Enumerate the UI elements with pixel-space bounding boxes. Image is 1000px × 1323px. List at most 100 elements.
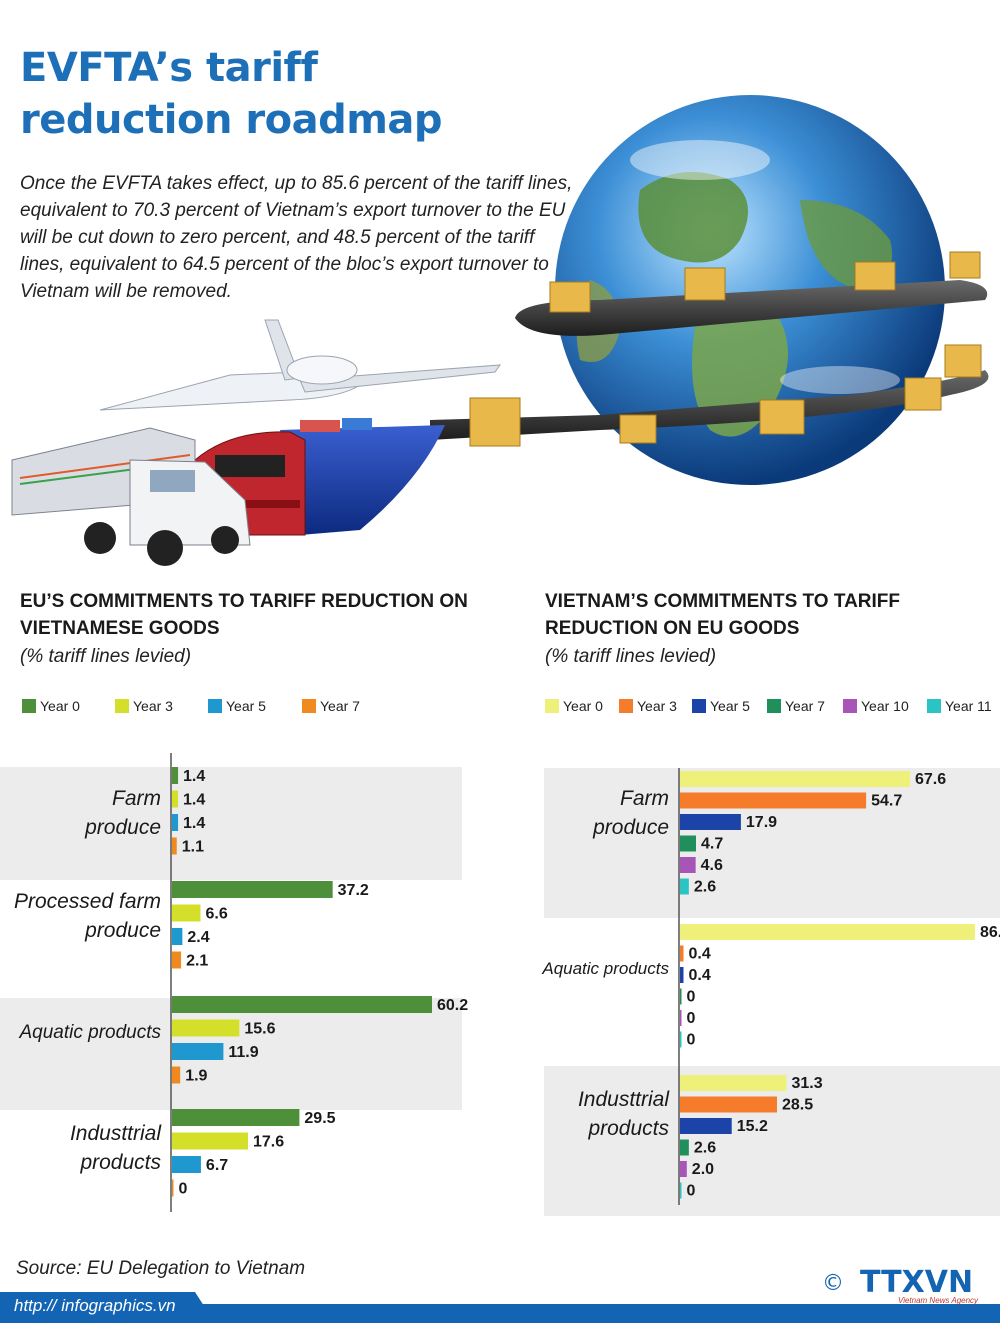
eu-bar-aquatic-products-year-7: [172, 1066, 181, 1084]
vn-bar-industtrial-products-year-3: [680, 1096, 777, 1113]
vn-legend-year-3: Year 3: [619, 696, 677, 716]
globe-icon: [555, 95, 945, 485]
legend-swatch: [767, 699, 781, 713]
legend-swatch: [619, 699, 633, 713]
eu-category-label: Industtrial: [70, 1122, 162, 1145]
eu-bar-industtrial-products-year-7: [172, 1179, 174, 1197]
legend-swatch: [692, 699, 706, 713]
eu-legend-year-5: Year 5: [208, 696, 266, 716]
vn-bar-value-label: 2.6: [694, 1140, 716, 1157]
eu-chart-legend: Year 0 Year 3 Year 5 Year 7: [22, 696, 492, 716]
legend-label: Year 0: [40, 698, 80, 714]
vn-bar-value-label: 2.6: [694, 879, 716, 896]
eu-group-panel: [0, 998, 462, 1110]
eu-bar-value-label: 1.1: [182, 839, 204, 856]
eu-bar-farm-produce-year-0: [172, 767, 179, 784]
eu-bar-industtrial-products-year-0: [172, 1109, 300, 1126]
legend-label: Year 3: [133, 698, 173, 714]
vn-category-label: Farm: [620, 787, 669, 810]
legend-label: Year 7: [785, 698, 825, 714]
eu-bar-value-label: 1.4: [183, 768, 205, 785]
legend-label: Year 7: [320, 698, 360, 714]
vn-bar-value-label: 54.7: [871, 793, 902, 810]
footer-bar: [0, 1292, 1000, 1323]
vn-legend-year-10: Year 10: [843, 696, 909, 716]
vn-bar-aquatic-products-year-10: [680, 1010, 682, 1026]
eu-category-label: products: [79, 1151, 161, 1174]
svg-text:©: ©: [822, 1271, 844, 1296]
legend-label: Year 10: [861, 698, 909, 714]
eu-bar-industtrial-products-year-3: [172, 1132, 249, 1150]
eu-bar-industtrial-products-year-5: [172, 1156, 201, 1173]
hero-illustration: [11, 95, 989, 566]
eu-chart-subtitle: (% tariff lines levied): [20, 646, 192, 667]
eu-category-label: produce: [84, 816, 161, 839]
eu-category-label: Farm: [112, 787, 161, 810]
vn-bar-industtrial-products-year-10: [680, 1161, 687, 1177]
vn-legend-year-11: Year 11: [927, 696, 992, 716]
logo-subtitle: Vietnam News Agency: [898, 1296, 979, 1305]
legend-swatch: [115, 699, 129, 713]
page-title: EVFTA’s tariff reduction roadmap: [20, 45, 443, 143]
eu-bar-value-label: 2.1: [186, 953, 208, 970]
eu-bar-aquatic-products-year-5: [172, 1043, 224, 1060]
vn-bar-value-label: 4.7: [701, 836, 723, 853]
vn-bar-value-label: 17.9: [746, 814, 777, 831]
eu-bar-value-label: 37.2: [338, 882, 369, 899]
truck-icon: [11, 427, 251, 566]
legend-label: Year 0: [563, 698, 603, 714]
vn-bar-aquatic-products-year-3: [680, 945, 684, 962]
site-url-link[interactable]: http:// infographics.vn: [14, 1296, 176, 1315]
eu-category-label: Aquatic products: [18, 1022, 161, 1043]
vn-bar-value-label: 4.6: [701, 857, 723, 874]
eu-bar-processed-farm-produce-year-7: [172, 951, 182, 969]
vn-bar-farm-produce-year-5: [680, 814, 741, 830]
vn-bar-industtrial-products-year-7: [680, 1139, 689, 1156]
vn-bar-value-label: 0: [687, 1010, 696, 1027]
eu-bar-value-label: 6.7: [206, 1157, 228, 1174]
vn-bar-value-label: 0.4: [689, 967, 711, 984]
vn-bar-value-label: 86.7: [980, 924, 1000, 941]
vn-category-label: Industtrial: [578, 1088, 670, 1111]
ttxvn-logo-icon: © TTXVN: [822, 1265, 973, 1300]
eu-bar-value-label: 11.9: [228, 1044, 258, 1061]
vn-bar-farm-produce-year-7: [680, 835, 696, 852]
vn-bar-aquatic-products-year-0: [680, 924, 975, 940]
svg-text:TTXVN: TTXVN: [860, 1265, 973, 1300]
eu-chart-title: EU’S COMMITMENTS TO TARIFF REDUCTION ON …: [20, 591, 468, 639]
vn-bar-aquatic-products-year-5: [680, 967, 684, 983]
vn-legend-year-5: Year 5: [692, 696, 750, 716]
legend-swatch: [843, 699, 857, 713]
vn-bar-value-label: 28.5: [782, 1097, 813, 1114]
vn-legend-year-0: Year 0: [545, 696, 603, 716]
vn-bar-value-label: 15.2: [737, 1118, 768, 1135]
legend-swatch: [545, 699, 559, 713]
eu-bar-value-label: 1.9: [185, 1068, 207, 1085]
eu-bar-farm-produce-year-7: [172, 837, 177, 855]
eu-bar-aquatic-products-year-3: [172, 1019, 240, 1037]
eu-bar-value-label: 1.4: [183, 815, 205, 832]
vn-bar-value-label: 0: [687, 1032, 696, 1049]
conveyor-belt-icon: [430, 280, 989, 440]
vn-chart-subtitle: (% tariff lines levied): [545, 646, 717, 667]
vn-bar-aquatic-products-year-11: [680, 1031, 682, 1048]
vn-bar-value-label: 0.4: [689, 946, 711, 963]
eu-category-label: produce: [84, 919, 161, 942]
eu-bar-value-label: 60.2: [437, 997, 468, 1014]
vn-bar-farm-produce-year-10: [680, 857, 696, 873]
eu-bar-aquatic-products-year-0: [172, 996, 432, 1013]
legend-swatch: [302, 699, 316, 713]
eu-bar-farm-produce-year-5: [172, 814, 179, 831]
legend-label: Year 11: [945, 698, 992, 714]
eu-category-label: Processed farm: [14, 890, 161, 913]
eu-bar-value-label: 29.5: [304, 1110, 335, 1127]
eu-bar-value-label: 1.4: [183, 792, 205, 809]
vn-bar-value-label: 0: [687, 989, 696, 1006]
legend-label: Year 5: [226, 698, 266, 714]
eu-bar-value-label: 6.6: [206, 906, 228, 923]
vn-category-label: products: [587, 1117, 669, 1140]
vn-bar-industtrial-products-year-5: [680, 1118, 732, 1134]
eu-bar-value-label: 15.6: [244, 1021, 275, 1038]
vn-bar-farm-produce-year-11: [680, 878, 689, 895]
